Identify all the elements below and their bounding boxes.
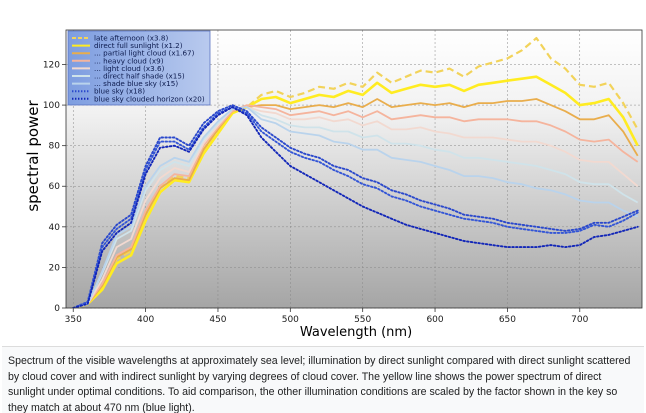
series-line-9	[72, 106, 639, 308]
y-tick-label: 20	[49, 263, 61, 273]
y-axis-label: spectral power	[24, 99, 42, 211]
legend-label: ... shade blue sky (x15)	[94, 79, 178, 88]
legend-label: direct full sunlight (x1.2)	[94, 41, 183, 50]
legend-label: blue sky (x18)	[94, 87, 145, 96]
series-layer	[72, 37, 639, 308]
legend-label: ... partial light cloud (x1.67)	[94, 49, 195, 58]
x-axis-ticks: 350 400 450 500 550 600 650 700	[65, 308, 589, 325]
legend-label: ... light cloud (x3.6)	[94, 64, 165, 73]
chart-figure: 350 400 450 500 550 600 650 700 0 20 40 60 80 100 120…	[24, 29, 643, 340]
y-axis-ticks: 0 20 40 60 80 100 120	[43, 60, 66, 314]
legend-label: blue sky clouded horizon (x20)	[94, 94, 205, 103]
x-tick-label: 450	[209, 315, 226, 325]
series-line-6	[72, 106, 639, 308]
x-axis-label: Wavelength (nm)	[300, 325, 412, 340]
legend-label: ... direct half shade (x15)	[94, 72, 185, 81]
y-tick-label: 80	[49, 142, 61, 152]
figure-caption: Spectrum of the visible wavelengths at a…	[2, 346, 644, 413]
series-line-1	[72, 75, 639, 308]
x-tick-label: 550	[354, 315, 371, 325]
series-line-2	[72, 98, 639, 308]
series-line-8	[72, 106, 639, 308]
x-tick-label: 400	[137, 315, 154, 325]
x-tick-label: 500	[282, 315, 299, 325]
legend: late afternoon (x3.8)direct full sunligh…	[67, 30, 211, 106]
x-tick-label: 350	[65, 315, 82, 325]
x-tick-label: 600	[426, 315, 443, 325]
y-tick-label: 100	[43, 101, 60, 111]
series-line-5	[72, 106, 639, 308]
legend-label: ... heavy cloud (x9)	[94, 56, 164, 65]
y-tick-label: 40	[49, 223, 61, 233]
series-line-4	[72, 106, 639, 308]
legend-box	[67, 30, 211, 106]
series-line-7	[72, 104, 639, 308]
plot-frame	[65, 29, 643, 309]
y-tick-label: 0	[54, 304, 60, 314]
series-line-3	[72, 104, 639, 308]
x-tick-label: 700	[571, 315, 588, 325]
spectrum-chart: 350 400 450 500 550 600 650 700 0 20 40 60 80 100 120…	[24, 29, 643, 340]
y-tick-label: 120	[43, 60, 60, 70]
legend-label: late afternoon (x3.8)	[94, 34, 168, 43]
y-tick-label: 60	[49, 182, 61, 192]
x-tick-label: 650	[499, 315, 516, 325]
